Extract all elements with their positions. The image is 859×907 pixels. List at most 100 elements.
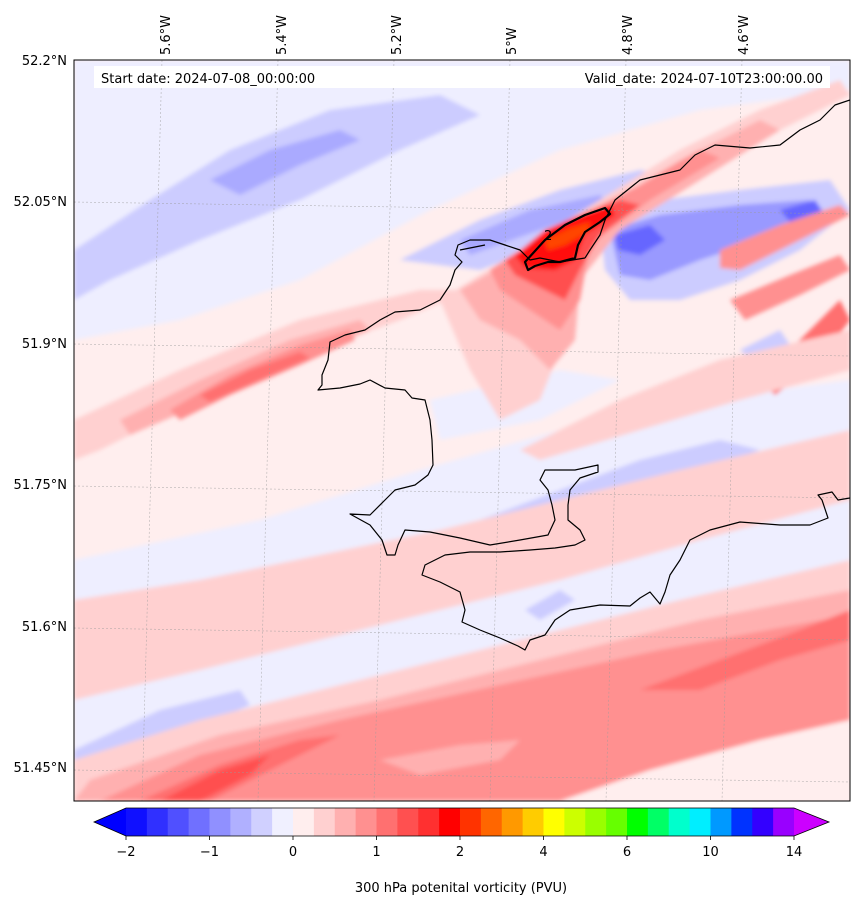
lon-label-6: 4.6°W [737, 15, 752, 55]
colorbar-segments [126, 808, 795, 836]
colorbar-segment [627, 808, 649, 836]
colorbar-segment [752, 808, 774, 836]
lat-labels: 52.2°N 52.05°N 51.9°N 51.75°N 51.6°N 51.… [14, 54, 67, 776]
colorbar-segment [543, 808, 565, 836]
colorbar-segment [439, 808, 461, 836]
colorbar-tick-label: 4 [539, 845, 547, 860]
colorbar-tick-label: 10 [702, 845, 719, 860]
lon-label-3: 5.2°W [390, 15, 405, 55]
colorbar-segment [167, 808, 190, 836]
gridline-lon-1 [141, 60, 163, 801]
colorbar-ticks: −2 −1 0 1 2 4 6 10 14 [116, 836, 802, 860]
gridline-lon-4 [489, 60, 511, 801]
pv-region-pink-southband-light [74, 430, 850, 700]
colorbar-label: 300 hPa potenital vorticity (PVU) [355, 881, 567, 896]
colorbar-segment [126, 808, 148, 836]
colorbar-segment [355, 808, 377, 836]
colorbar: −2 −1 0 1 2 4 6 10 14 300 hPa potenital vorticit… [93, 807, 831, 896]
gridline-lon-2 [257, 60, 279, 801]
lon-labels: 5.6°W 5.4°W 5.2°W 5°W 4.8°W 4.6°W [159, 15, 752, 55]
lat-label-6: 51.45°N [14, 761, 67, 776]
colorbar-tick-label: 6 [623, 845, 631, 860]
colorbar-segment [418, 808, 440, 836]
colorbar-segment [460, 808, 482, 836]
info-box [94, 66, 830, 88]
pv-region-pink-south-inner-light [380, 740, 520, 775]
pv-region-blue-east-core [615, 225, 665, 255]
lat-label-4: 51.75°N [14, 478, 67, 493]
colorbar-segment [501, 808, 524, 836]
pv-region-pink-westband-core [200, 352, 310, 402]
colorbar-segment [689, 808, 711, 836]
pv-region-pink-south-east-core [640, 610, 850, 690]
colorbar-segment [313, 808, 336, 836]
colorbar-segment [564, 808, 586, 836]
pv-region-blue-east-mid [610, 200, 820, 280]
pv-region-blue-nw [74, 95, 480, 300]
lon-label-4: 5°W [505, 27, 520, 55]
lon-label-5: 4.8°W [621, 15, 636, 55]
gridlines [74, 60, 850, 801]
pv-region-blue-northband-inner [460, 195, 610, 255]
colorbar-segment [230, 808, 252, 836]
colorbar-segment [251, 808, 273, 836]
colorbar-tick-label: −1 [200, 845, 219, 860]
pv-region-blue-patch1 [525, 590, 575, 620]
lon-label-2: 5.4°W [275, 15, 290, 55]
pv-region-blue-nw-inner [210, 130, 360, 195]
pv-region-lightest-south [560, 720, 850, 801]
colorbar-segment [334, 808, 357, 836]
colorbar-extend-low [94, 808, 126, 836]
colorbar-segment [710, 808, 732, 836]
lon-label-1: 5.6°W [159, 15, 174, 55]
pv2-contour-label: 2 [544, 229, 552, 244]
colorbar-tick-label: 0 [289, 845, 297, 860]
map-frame [73, 59, 851, 802]
pv-region-pink-westband [74, 290, 470, 460]
colorbar-segment [606, 808, 628, 836]
lat-label-3: 51.9°N [22, 337, 67, 352]
colorbar-segment [480, 808, 503, 836]
colorbar-segment [188, 808, 210, 836]
pv-region-blue-east-core2 [780, 200, 825, 228]
colorbar-segment [522, 808, 544, 836]
colorbar-segment [668, 808, 691, 836]
gridline-lat-5 [74, 769, 850, 783]
colorbar-tick-label: 2 [456, 845, 464, 860]
start-date-label: Start date: 2024-07-08_00:00:00 [101, 72, 315, 87]
lat-label-2: 52.05°N [14, 195, 67, 210]
pv-field [74, 60, 850, 801]
colorbar-segment [731, 808, 753, 836]
lat-label-1: 52.2°N [22, 54, 67, 69]
colorbar-segment [647, 808, 670, 836]
map-panel: 2 Start date: 2024-07-08_00:00:00 Valid_… [74, 60, 850, 801]
colorbar-tick-label: 14 [786, 845, 803, 860]
colorbar-segment [293, 808, 315, 836]
lat-label-5: 51.6°N [22, 620, 67, 635]
colorbar-tick-label: 1 [372, 845, 380, 860]
pv-region-pink-eastband [520, 330, 850, 460]
coastline [317, 99, 850, 651]
colorbar-extend-high [794, 808, 829, 836]
gridline-lon-6 [721, 60, 743, 801]
gridline-lat-3 [74, 485, 850, 499]
colorbar-segment [773, 808, 795, 836]
colorbar-segment [209, 808, 231, 836]
valid-date-label: Valid_date: 2024-07-10T23:00:00.00 [585, 72, 823, 87]
colorbar-segment [376, 808, 398, 836]
colorbar-segment [397, 808, 419, 836]
gridline-lat-4 [74, 627, 850, 641]
gridline-lon-3 [373, 60, 395, 801]
pv-region-orange-core [545, 222, 590, 250]
gridline-lat-2 [74, 343, 850, 357]
colorbar-segment [272, 808, 294, 836]
gridline-lon-5 [605, 60, 627, 801]
pv-region-pink-eaststreak1 [720, 205, 850, 270]
colorbar-segment [585, 808, 607, 836]
pv-region-light-blue-west [74, 60, 850, 340]
pv-region-pink-south-5 [160, 755, 270, 801]
pv2-contour [523, 206, 612, 272]
coastline-pembrokeshire [317, 99, 850, 651]
coastline-island [459, 244, 486, 251]
